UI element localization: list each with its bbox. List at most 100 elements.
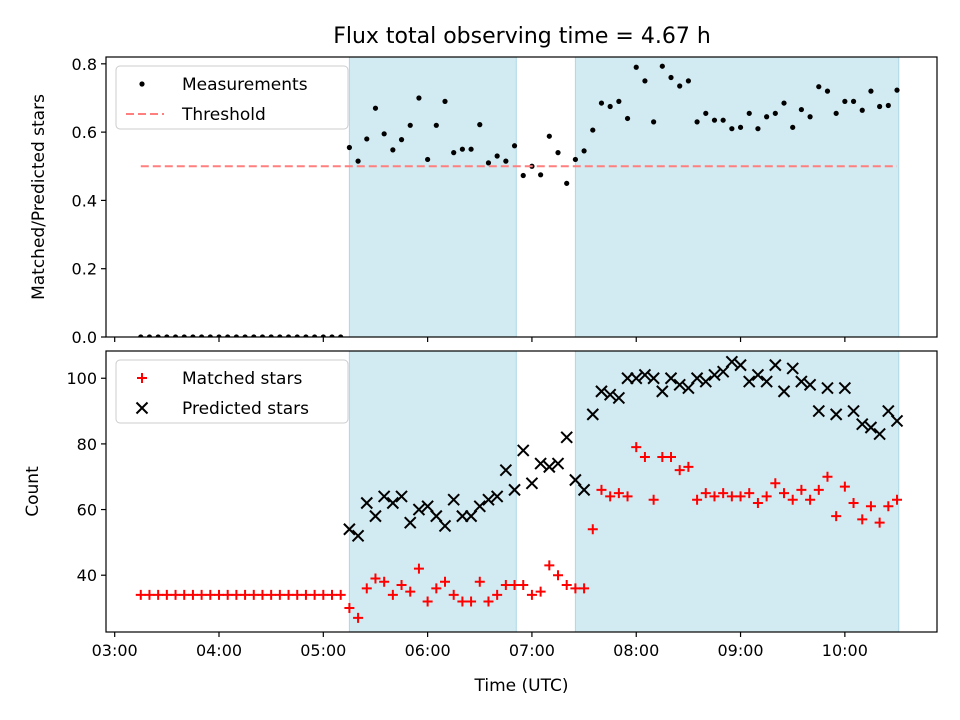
measurement-point xyxy=(146,334,153,337)
predicted-point xyxy=(351,529,365,543)
measurement-point xyxy=(520,172,526,179)
matched-point xyxy=(248,589,259,600)
predicted-point xyxy=(664,372,678,385)
matched-point xyxy=(761,491,772,502)
axes-frame xyxy=(105,350,938,633)
matched-point xyxy=(883,501,894,512)
matched-point xyxy=(744,488,755,499)
matched-point xyxy=(605,491,616,502)
matched-point xyxy=(570,583,581,594)
measurement-point xyxy=(781,100,787,106)
matched-point xyxy=(161,589,172,600)
legend-label: Matched stars xyxy=(182,369,302,389)
measurement-point xyxy=(494,153,500,159)
predicted-point xyxy=(829,408,843,421)
top-panel: 0.0 0.2 0.4 0.6 0.8 Matched/Predicted stars Me… xyxy=(29,55,938,347)
matched-point xyxy=(892,494,903,505)
matched-point xyxy=(874,517,885,528)
matched-point xyxy=(144,589,155,600)
predicted-point xyxy=(482,493,495,506)
measurement-point xyxy=(164,334,170,337)
matched-point xyxy=(622,491,633,502)
predicted-point xyxy=(603,388,617,401)
matched-point xyxy=(770,478,781,489)
predicted-point xyxy=(699,375,712,388)
matched-point xyxy=(779,488,790,499)
predicted-point xyxy=(543,460,556,474)
matched-point xyxy=(379,576,390,587)
matched-point xyxy=(474,576,485,587)
predicted-point xyxy=(864,421,878,434)
measurement-point xyxy=(381,131,387,137)
measurement-point xyxy=(564,180,570,186)
matched-point xyxy=(327,589,338,600)
measurement-point xyxy=(572,156,578,163)
matched-point xyxy=(309,589,320,600)
measurement-point xyxy=(207,334,213,337)
axes-frame xyxy=(105,56,938,338)
measurement-point xyxy=(764,114,770,120)
matched-point xyxy=(587,524,598,535)
predicted-point xyxy=(725,355,739,369)
matched-point xyxy=(431,583,442,594)
x-tick-label: 08:00 xyxy=(613,641,659,660)
matched-point xyxy=(683,461,694,472)
series-matched-stars xyxy=(135,442,903,623)
matched-point xyxy=(231,589,242,600)
predicted-point xyxy=(734,358,747,372)
measurement-point xyxy=(372,105,379,111)
shaded-span-1 xyxy=(348,350,517,633)
predicted-point xyxy=(386,496,400,510)
predicted-point xyxy=(569,473,582,487)
matched-point xyxy=(457,596,468,607)
measurement-point xyxy=(737,124,744,130)
measurement-point xyxy=(729,126,735,132)
matched-point xyxy=(179,589,190,600)
matched-point xyxy=(274,589,285,600)
measurement-point xyxy=(181,334,187,337)
predicted-point xyxy=(638,368,652,382)
measurement-point xyxy=(364,136,370,142)
matched-point xyxy=(222,589,233,600)
predicted-point xyxy=(577,483,591,497)
measurement-point xyxy=(442,98,448,104)
measurement-point xyxy=(285,334,292,337)
matched-point xyxy=(813,484,824,495)
predicted-point xyxy=(682,381,695,395)
matched-point xyxy=(240,589,251,600)
predicted-point xyxy=(656,385,669,398)
predicted-point xyxy=(490,490,504,503)
matched-point xyxy=(370,573,381,584)
measurement-point xyxy=(538,172,544,178)
predicted-point xyxy=(890,414,904,428)
predicted-point xyxy=(395,490,408,503)
predicted-point xyxy=(647,372,660,385)
predicted-point xyxy=(882,404,895,418)
matched-point xyxy=(361,583,372,594)
y-tick-label: 0.0 xyxy=(72,328,97,347)
matched-point xyxy=(300,589,311,600)
measurement-point xyxy=(346,144,352,151)
legend: Matched stars Predicted stars xyxy=(115,359,349,424)
measurement-point xyxy=(703,110,709,116)
measurement-point xyxy=(199,334,205,337)
measurement-point xyxy=(685,78,691,84)
matched-point xyxy=(666,452,677,463)
predicted-point xyxy=(421,500,434,513)
measurement-point xyxy=(225,334,231,337)
predicted-point xyxy=(751,368,765,382)
matched-point xyxy=(135,589,146,600)
measurement-point xyxy=(668,74,674,81)
matched-point xyxy=(579,583,590,594)
y-tick-label: 100 xyxy=(66,369,97,388)
measurement-point xyxy=(790,124,796,130)
matched-point xyxy=(553,570,564,581)
x-axis-label: Time (UTC) xyxy=(474,676,569,696)
matched-point xyxy=(657,452,668,463)
matched-point xyxy=(535,586,546,597)
matched-point xyxy=(848,497,859,508)
measurement-point xyxy=(242,334,248,337)
measurement-point xyxy=(807,114,813,120)
legend-frame xyxy=(115,65,349,130)
